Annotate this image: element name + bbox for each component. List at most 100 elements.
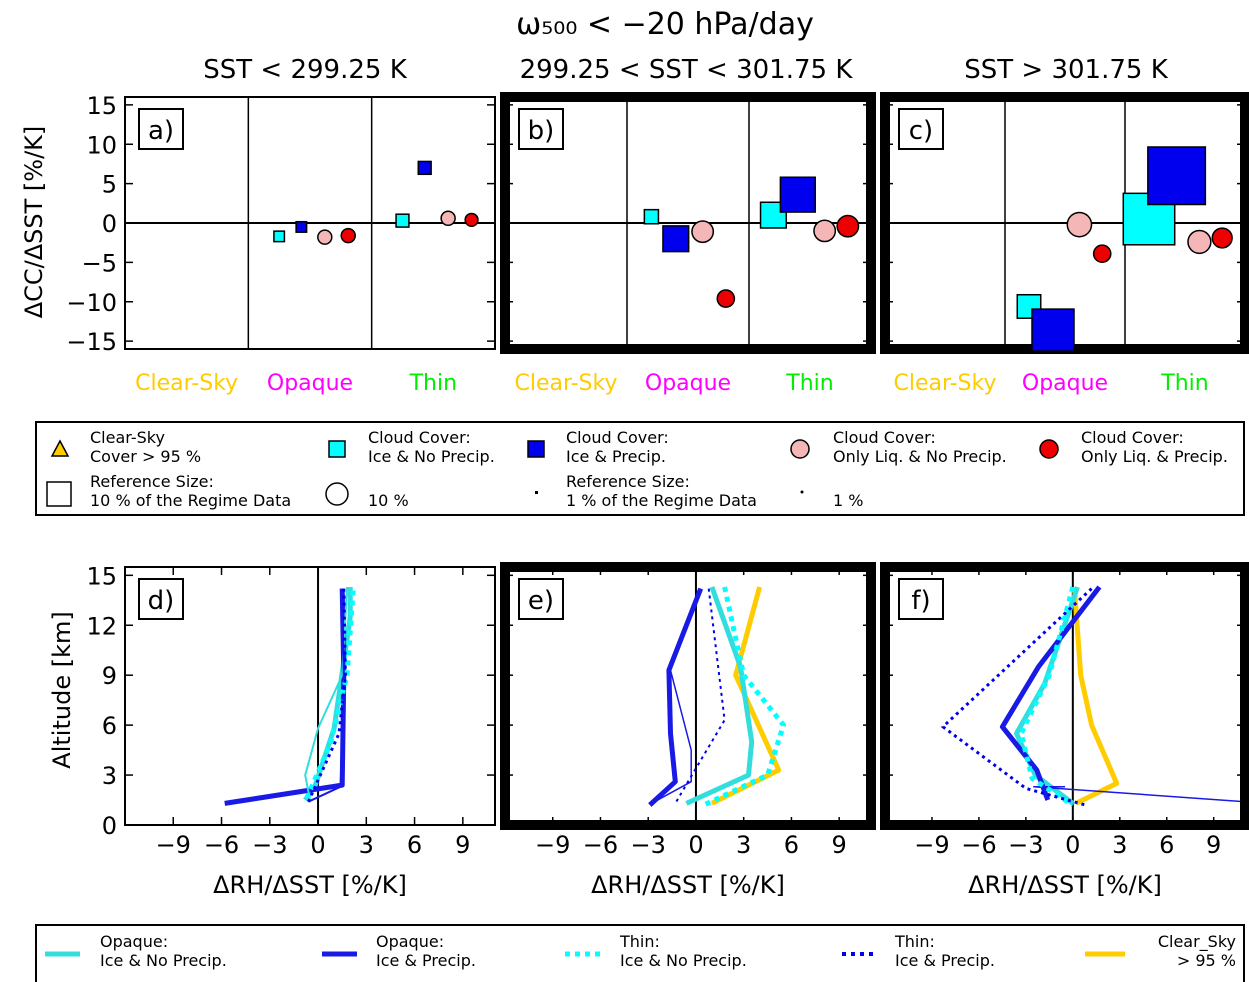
x-tick-label: 0	[688, 831, 703, 859]
legend-liq-no-precip: Cloud Cover: Only Liq. & No Precip.	[833, 428, 1007, 466]
category-label: Clear-Sky	[135, 371, 238, 396]
y-tick-label: 6	[102, 712, 117, 740]
legend-clear-sky: Clear-Sky Cover > 95 %	[90, 428, 201, 466]
data-square	[662, 225, 690, 253]
y-tick-label: 9	[102, 662, 117, 690]
legend-thin-ice-precip: Thin: Ice & Precip.	[894, 932, 995, 970]
legend-opaque-ice-no-precip-line: Opaque:	[100, 932, 168, 951]
y-tick-label: 10	[86, 131, 117, 159]
data-circle	[836, 214, 860, 238]
series-group	[224, 586, 356, 806]
legend-liq-precip-line: Cloud Cover:	[1081, 428, 1184, 447]
y-tick-label: 5	[102, 171, 117, 199]
data-circle	[1092, 244, 1112, 264]
legend-ref-square-small: Reference Size: 1 % of the Regime Data	[566, 472, 757, 510]
y-tick-label: 12	[86, 612, 117, 640]
panel-label: e)	[528, 586, 554, 616]
legend-thin-ice-no-precip-line: Ice & No Precip.	[620, 951, 747, 970]
legend-ref-circle: 10 %	[368, 491, 409, 510]
legend-ref-square-line: 10 % of the Regime Data	[90, 491, 291, 510]
legend-thin-ice-no-precip-line: Thin:	[619, 932, 660, 951]
y-tick-label: 3	[102, 762, 117, 790]
ice-no-precip-square-icon	[328, 440, 346, 458]
reference-square-icon	[46, 481, 72, 507]
category-label: Opaque	[645, 371, 731, 396]
data-circle	[440, 210, 456, 227]
x-tick-label: 3	[1112, 831, 1127, 859]
panel-label-box	[898, 108, 944, 150]
x-tick-label: −3	[631, 831, 666, 859]
legend-clear-sky-line: > 95 %	[1177, 951, 1236, 970]
legend-liq-precip: Cloud Cover: Only Liq. & Precip.	[1081, 428, 1228, 466]
category-label: Thin	[409, 371, 457, 396]
panel-label: c)	[909, 116, 933, 146]
legend-opaque-ice-precip-line: Ice & Precip.	[376, 951, 476, 970]
column-title-2: 299.25 < SST < 301.75 K	[520, 55, 854, 85]
series-line-thin_ice_no_precip	[1018, 586, 1076, 808]
legend-thin-ice-no-precip: Thin: Ice & No Precip.	[619, 932, 747, 970]
legend-ref-square-small-line: Reference Size:	[566, 472, 690, 491]
legend-opaque-ice-precip: Opaque: Ice & Precip.	[376, 932, 476, 970]
ice-precip-square-icon	[527, 440, 545, 458]
x-tick-label: 6	[784, 831, 799, 859]
y-tick-label: −15	[66, 328, 117, 356]
x-tick-label: −9	[914, 831, 949, 859]
series-line-opaque_ice_precip	[1032, 785, 1245, 803]
data-square	[273, 230, 286, 243]
column-title-1: SST < 299.25 K	[203, 55, 407, 85]
y-tick-label: 0	[102, 210, 117, 238]
clear-sky-triangle-icon	[50, 439, 70, 457]
y-axis-label: ΔCC/ΔSST [%/K]	[20, 126, 48, 319]
liq-no-precip-circle-icon	[790, 439, 810, 459]
category-label: Clear-Sky	[514, 371, 617, 396]
legend-frame	[35, 924, 1245, 982]
panel-label-box	[518, 108, 564, 150]
top-legend: Clear-Sky Cover > 95 % Cloud Cover: Ice & N…	[35, 421, 1245, 516]
x-tick-label: 9	[832, 831, 847, 859]
data-square	[295, 220, 308, 233]
series-line-opaque_ice_precip	[999, 585, 1102, 801]
legend-clear-sky-line: Cover > 95 %	[90, 447, 201, 466]
category-label: Opaque	[267, 371, 353, 396]
data-circle	[691, 220, 715, 244]
legend-ref-circle-small: 1 %	[833, 491, 863, 510]
x-tick-label: −3	[1008, 831, 1043, 859]
series-group	[941, 585, 1245, 808]
data-square	[643, 208, 660, 225]
data-square	[1147, 146, 1207, 206]
panel-label: f)	[911, 586, 930, 616]
panel-d: −9 −6 −3 0 3 6 9 0 3 6 9 12 15 d) ΔRH/ΔSST [%/K]	[86, 562, 496, 899]
series-line-opaque_ice_no_precip	[1014, 586, 1080, 806]
x-tick-label: −6	[583, 831, 618, 859]
legend-opaque-ice-no-precip-line: Ice & No Precip.	[100, 951, 227, 970]
legend-opaque-ice-precip-line: Opaque:	[376, 932, 444, 951]
legend-clear-sky-line: Clear_Sky	[1158, 932, 1236, 952]
category-label: Thin	[1160, 371, 1208, 396]
legend-ref-square-small-line: 1 % of the Regime Data	[566, 491, 757, 510]
axes-background	[125, 567, 495, 825]
y-axis-label: Altitude [km]	[48, 611, 76, 768]
reference-circle-icon	[325, 482, 349, 506]
y-tick-label: 15	[86, 92, 117, 120]
legend-thin-ice-precip-line: Thin:	[894, 932, 935, 951]
data-square	[779, 176, 816, 213]
x-tick-label: 3	[359, 831, 374, 859]
data-circle	[1187, 229, 1212, 255]
panel-e: −9 −6 −3 0 3 6 9 e) ΔRH/ΔSST [%/K]	[500, 562, 876, 899]
x-tick-label: 3	[736, 831, 751, 859]
series-line-opaque_ice_precip	[648, 587, 704, 807]
legend-ice-precip-line: Ice & Precip.	[566, 447, 666, 466]
data-circle	[813, 219, 837, 243]
data-circle	[1211, 227, 1233, 249]
legend-thin-ice-precip-line: Ice & Precip.	[895, 951, 995, 970]
category-label: Thin	[785, 371, 833, 396]
data-circle	[464, 212, 479, 227]
legend-ref-square: Reference Size: 10 % of the Regime Data	[90, 472, 291, 510]
x-tick-label: −9	[156, 831, 191, 859]
liq-precip-circle-icon	[1039, 439, 1059, 459]
panel-label: b)	[528, 116, 555, 146]
bottom-legend: Opaque: Ice & No Precip.Opaque: Ice & Prec…	[35, 924, 1245, 982]
legend-ice-no-precip: Cloud Cover: Ice & No Precip.	[368, 428, 495, 466]
axes-frame	[124, 566, 496, 826]
